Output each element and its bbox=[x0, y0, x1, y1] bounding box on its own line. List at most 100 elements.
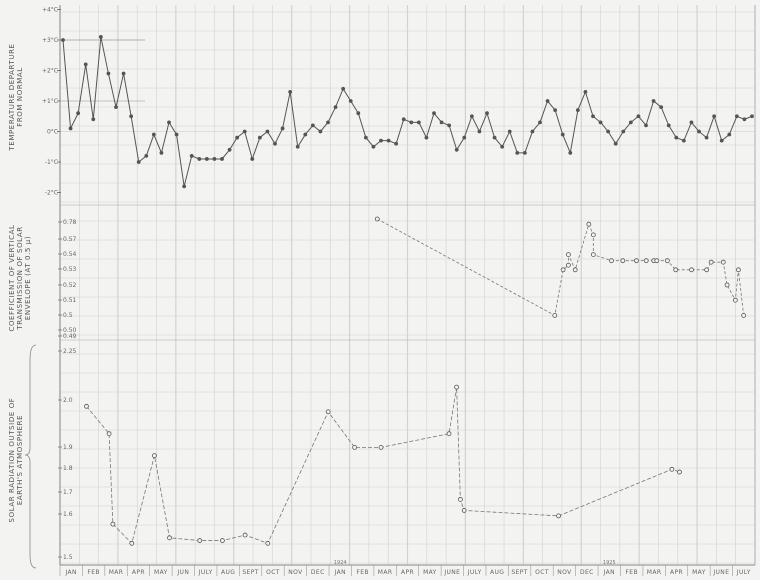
series-line bbox=[377, 218, 745, 317]
data-point bbox=[386, 138, 391, 143]
data-point bbox=[98, 35, 103, 39]
data-point bbox=[575, 108, 580, 113]
x-tick-label: MAR bbox=[647, 569, 662, 576]
x-tick-label: JAN bbox=[334, 569, 346, 576]
x-tick-label: DEC bbox=[580, 569, 594, 576]
data-point bbox=[621, 129, 626, 134]
data-point bbox=[522, 150, 527, 155]
data-point bbox=[379, 138, 383, 143]
data-point bbox=[76, 111, 81, 116]
data-point bbox=[469, 114, 474, 119]
data-point bbox=[704, 135, 709, 140]
y-tick-label: 2.25 bbox=[63, 348, 77, 355]
data-point bbox=[666, 123, 671, 128]
data-point bbox=[295, 144, 300, 149]
data-point bbox=[235, 135, 240, 140]
y-axis-title: TEMPERATURE DEPARTURE bbox=[8, 43, 16, 151]
data-point bbox=[91, 117, 96, 122]
data-point bbox=[654, 258, 660, 264]
x-tick-label: FEB bbox=[625, 569, 638, 576]
data-point bbox=[583, 89, 588, 94]
y-tick-label: 1.9 bbox=[63, 444, 73, 451]
y-tick-label: 0.78 bbox=[63, 219, 77, 226]
data-point bbox=[545, 99, 550, 103]
y-axis-title: COEFFICIENT OF VERTICAL bbox=[8, 224, 16, 331]
x-tick-label: JULY bbox=[736, 569, 751, 576]
data-point bbox=[374, 216, 380, 222]
data-point bbox=[689, 120, 694, 125]
y-tick-label: 0.52 bbox=[63, 282, 77, 289]
data-point bbox=[401, 117, 406, 122]
data-point bbox=[114, 105, 118, 109]
data-point bbox=[182, 184, 187, 189]
data-point bbox=[333, 105, 338, 109]
data-point bbox=[572, 267, 578, 273]
data-point bbox=[530, 129, 535, 134]
y-tick-label: +3°C bbox=[42, 37, 58, 44]
data-point bbox=[719, 138, 724, 143]
data-point bbox=[212, 157, 217, 161]
x-tick-label: JUN bbox=[176, 569, 189, 576]
data-point bbox=[136, 160, 141, 164]
x-tick-label: JULY bbox=[467, 569, 482, 576]
data-point bbox=[644, 123, 648, 128]
data-point bbox=[677, 469, 682, 475]
data-point bbox=[273, 141, 277, 146]
x-tick-label: OCT bbox=[535, 569, 549, 576]
data-point bbox=[378, 444, 384, 450]
data-point bbox=[556, 513, 561, 519]
x-tick-label: APR bbox=[670, 569, 683, 576]
data-point bbox=[220, 538, 225, 543]
data-point bbox=[106, 71, 111, 76]
x-tick-label: JAN bbox=[64, 569, 76, 576]
data-point bbox=[708, 259, 714, 265]
data-point bbox=[352, 444, 358, 450]
x-tick-label: SEPT bbox=[242, 569, 258, 576]
data-point bbox=[590, 232, 596, 238]
data-point bbox=[720, 259, 726, 265]
x-tick-label: FEB bbox=[87, 569, 100, 576]
data-point bbox=[586, 221, 592, 227]
data-point bbox=[566, 252, 571, 258]
data-point bbox=[242, 532, 248, 538]
x-tick-label: DEC bbox=[311, 569, 325, 576]
data-point bbox=[734, 114, 739, 119]
y-tick-label: 0.53 bbox=[63, 266, 77, 273]
series-line bbox=[86, 387, 680, 545]
data-point bbox=[454, 384, 460, 390]
data-point bbox=[643, 258, 649, 264]
data-point bbox=[110, 521, 116, 527]
data-point bbox=[568, 150, 573, 155]
data-point bbox=[560, 267, 566, 273]
y-tick-label: +1°C bbox=[42, 98, 58, 105]
data-point bbox=[613, 141, 618, 146]
data-point bbox=[409, 120, 414, 125]
data-point bbox=[152, 453, 157, 459]
y-tick-label: +4°C bbox=[42, 7, 58, 14]
data-point bbox=[447, 123, 452, 128]
year-label: 1925 bbox=[603, 560, 616, 566]
data-point bbox=[538, 120, 542, 125]
x-tick-label: APR bbox=[401, 569, 414, 576]
x-tick-label: NOV bbox=[557, 569, 572, 576]
data-point bbox=[197, 538, 203, 543]
data-point bbox=[394, 141, 399, 146]
y-tick-label: -1°C bbox=[45, 159, 58, 166]
x-tick-label: MAY bbox=[154, 569, 168, 576]
data-point bbox=[697, 129, 701, 134]
data-point bbox=[741, 312, 747, 318]
data-point bbox=[432, 111, 436, 116]
data-point bbox=[552, 312, 558, 318]
x-tick-label: JAN bbox=[603, 569, 615, 576]
data-point bbox=[704, 267, 710, 273]
data-point bbox=[326, 120, 330, 125]
data-point bbox=[129, 540, 135, 546]
x-tick-label: SEPT bbox=[511, 569, 527, 576]
data-point bbox=[356, 111, 361, 116]
y-tick-label: 1.6 bbox=[63, 511, 73, 518]
data-point bbox=[439, 120, 444, 125]
data-point bbox=[159, 150, 164, 155]
data-point bbox=[61, 38, 65, 42]
data-point bbox=[416, 120, 421, 125]
